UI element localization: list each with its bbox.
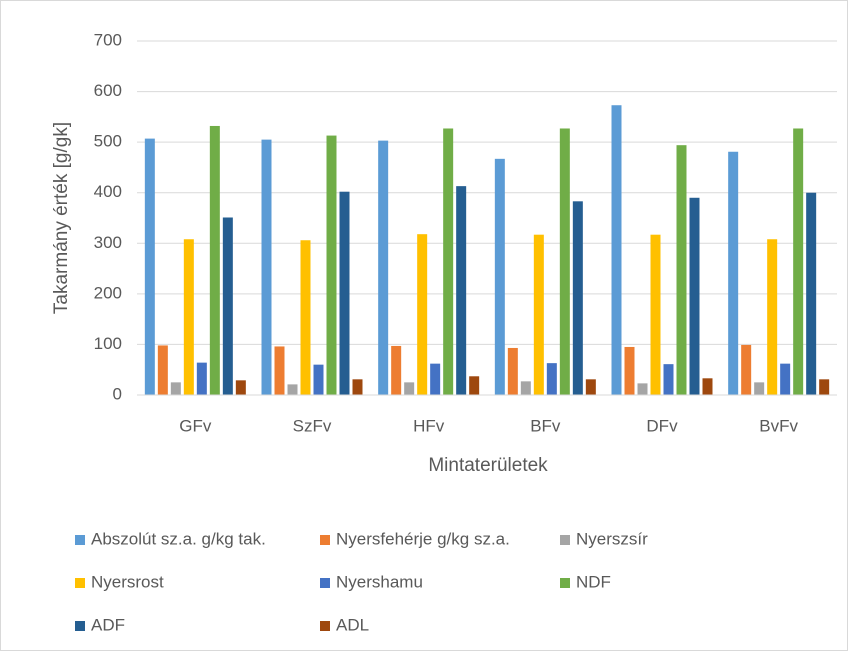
bar (469, 376, 480, 395)
bar (222, 217, 233, 395)
bar (611, 105, 622, 396)
legend-swatch (320, 578, 330, 588)
bar (326, 135, 337, 395)
legend-swatch (560, 578, 570, 588)
legend-label: Nyersrost (91, 572, 164, 591)
bar (404, 382, 415, 395)
bar (585, 379, 596, 395)
bar (144, 138, 155, 396)
bar (767, 239, 778, 395)
bar (494, 158, 505, 395)
bar (443, 128, 454, 395)
bar (170, 382, 181, 395)
y-axis-title: Takarmány érték [g/gk] (51, 122, 72, 314)
bar (507, 347, 518, 395)
bar (209, 125, 220, 396)
bar (313, 364, 324, 395)
legend-swatch (75, 621, 85, 631)
bar (637, 383, 648, 395)
bar (702, 378, 713, 395)
bar (391, 345, 402, 395)
legend-swatch (320, 535, 330, 545)
x-tick-label: BFv (530, 416, 561, 435)
x-tick-label: HFv (413, 416, 445, 435)
legend-label: ADF (91, 615, 125, 634)
y-tick-label: 400 (94, 182, 122, 201)
y-tick-label: 100 (94, 334, 122, 353)
bar (274, 346, 285, 395)
bar (339, 191, 350, 395)
bar (546, 363, 557, 395)
legend-swatch (560, 535, 570, 545)
bar (754, 382, 765, 395)
bar (663, 364, 674, 395)
bar (728, 151, 739, 395)
bar (157, 345, 168, 395)
y-tick-label: 300 (94, 233, 122, 252)
bar (417, 234, 428, 395)
bar (456, 186, 467, 395)
bar (793, 128, 804, 395)
legend-label: NDF (576, 572, 611, 591)
bar (572, 201, 583, 395)
bar (235, 380, 246, 395)
bar (300, 240, 311, 395)
bar (261, 139, 272, 395)
bar (196, 362, 207, 395)
bar (352, 379, 363, 395)
bar (780, 363, 791, 395)
y-tick-label: 600 (94, 81, 122, 100)
bar (624, 346, 635, 395)
legend-label: ADL (336, 615, 369, 634)
bar (689, 197, 700, 395)
x-tick-label: DFv (646, 416, 678, 435)
bar (741, 344, 752, 395)
legend-label: Abszolút sz.a. g/kg tak. (91, 529, 266, 548)
legend-label: Nyersfehérje g/kg sz.a. (336, 529, 510, 548)
y-tick-label: 700 (94, 30, 122, 49)
legend-swatch (75, 535, 85, 545)
x-axis-title: Mintaterületek (428, 455, 548, 476)
bar (430, 363, 441, 395)
y-tick-label: 500 (94, 132, 122, 151)
bar (650, 234, 661, 395)
legend-label: Nyershamu (336, 572, 423, 591)
bar (378, 140, 389, 395)
y-tick-label: 200 (94, 283, 122, 302)
legend-swatch (75, 578, 85, 588)
legend-label: Nyerszsír (576, 529, 648, 548)
bar (559, 128, 570, 395)
legend-swatch (320, 621, 330, 631)
bar (676, 145, 687, 395)
bar (806, 192, 817, 395)
bar (287, 384, 298, 395)
bar (819, 379, 830, 395)
bar (533, 234, 544, 395)
y-tick-label: 0 (113, 384, 122, 403)
x-tick-label: BvFv (759, 416, 798, 435)
bar (520, 381, 531, 395)
x-tick-label: GFv (179, 416, 212, 435)
bar (183, 239, 194, 395)
x-tick-label: SzFv (293, 416, 332, 435)
